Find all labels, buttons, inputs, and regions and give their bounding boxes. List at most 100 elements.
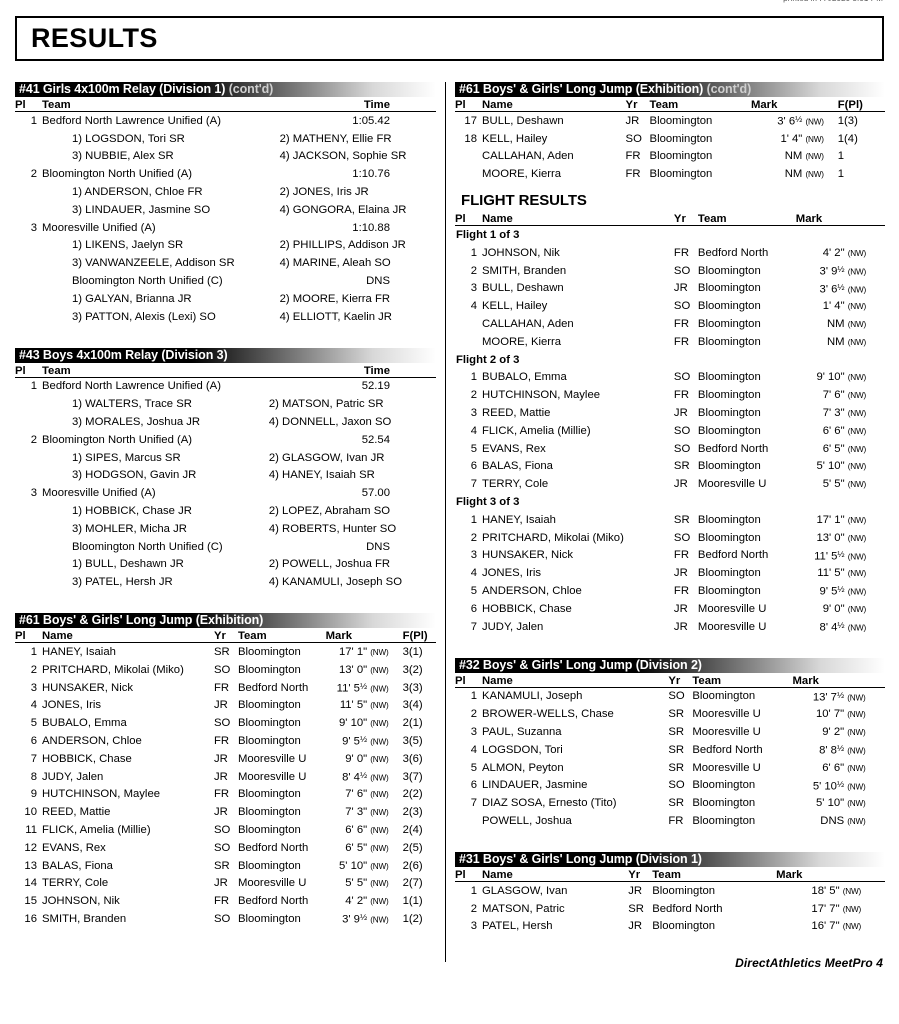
cell-place: 7 [470, 620, 477, 633]
cell-mark: 11' 5" (NW) [817, 567, 867, 580]
cell-mark: NM (NW) [827, 335, 867, 348]
cell-place: 11 [25, 823, 37, 836]
cell-athlete-name: JOHNSON, Nik [42, 895, 120, 908]
cell-wind: (NW) [847, 569, 867, 579]
cell-mark: 9' 5½ (NW) [342, 734, 389, 748]
cell-spacer [15, 395, 42, 413]
cell-place: 3 [30, 487, 37, 500]
event-heading: #41 Girls 4x100m Relay (Division 1) (con… [15, 82, 436, 97]
cell-athlete-name: CALLAHAN, Aden [482, 150, 574, 163]
table-row: 8 JUDY, Jalen JR Mooresville U 8' 4½ (NW) 3(7… [15, 768, 436, 786]
cell-wind: (NW) [847, 426, 867, 436]
cell-team: Bloomington [652, 884, 716, 897]
cell-team: Bloomington North Unified (A) [42, 433, 193, 446]
cell-leg-athlete: 3) NUBBIE, Alex SR [72, 150, 174, 163]
cell-team: Bloomington [697, 531, 761, 544]
cell-athlete-name: BUBALO, Emma [42, 717, 127, 730]
table-row: 1 BUBALO, Emma SO Bloomington 9' 10" (NW) [455, 369, 885, 387]
cell-team: Bloomington [697, 371, 761, 384]
cell-year: SO [673, 424, 691, 437]
cell-year: JR [213, 770, 228, 783]
table-row: 3 REED, Mattie JR Bloomington 7' 3" (NW) [455, 404, 885, 422]
cell-mark: 7' 6" (NW) [822, 389, 867, 402]
cell-year: JR [628, 884, 643, 897]
cell-place: 1 [470, 884, 477, 897]
cell-wind: (NW) [847, 320, 867, 330]
cell-flight-place [866, 687, 885, 705]
flight-results-title: FLIGHT RESULTS [461, 192, 587, 210]
cell-leg-athlete: 2) MATSON, Patric SR [268, 398, 384, 411]
cell-athlete-name: HUTCHINSON, Maylee [482, 389, 601, 402]
cell-leg-athlete: 1) GALYAN, Brianna JR [72, 292, 192, 305]
cell-team: Bloomington [237, 717, 301, 730]
cell-team: Mooresville U [692, 726, 761, 738]
section-gap [15, 591, 436, 613]
cell-year: SO [668, 690, 685, 703]
cell-place: 1 [470, 371, 477, 384]
table-row: 2 Bloomington North Unified (A) 52.54 [15, 431, 436, 449]
cell-mark: 3' 9½ (NW) [342, 912, 389, 926]
cell-flight-place [866, 511, 885, 529]
cell-athlete-name: FLICK, Amelia (Millie) [42, 823, 151, 836]
cell-year: JR [213, 877, 228, 890]
cell-wind: (NW) [847, 302, 867, 312]
cell-year: FR [673, 318, 689, 331]
cell-wind: (NW) [847, 480, 867, 490]
cell-team: Bloomington [697, 424, 761, 437]
cell-mark: 1' 4" (NW) [822, 300, 867, 313]
cell-team: Bloomington [697, 300, 761, 313]
cell-flight-place [866, 422, 885, 440]
cell-leg-athlete: 4) MARINE, Aleah SO [279, 257, 391, 270]
cell-flight-place [861, 881, 885, 899]
section-gap [455, 830, 885, 852]
cell-team: Bloomington [697, 460, 761, 473]
relay-results-table: Pl Team Time 1 Bedford North Lawrence Unifie… [15, 97, 436, 326]
cell-mark: 13' 0" (NW) [816, 531, 867, 544]
cell-leg-athlete: 4) ROBERTS, Hunter SO [268, 522, 397, 535]
col-header-yr: Yr [625, 97, 650, 112]
cell-wind: (NW) [805, 152, 824, 162]
cell-mark: 10' 7" (NW) [815, 708, 866, 721]
col-header-pl: Pl [15, 97, 42, 112]
cell-time: DNS [366, 275, 390, 288]
cell-place: 3 [30, 681, 37, 694]
event-heading: #61 Boys' & Girls' Long Jump (Exhibition… [455, 82, 885, 97]
cell-wind: (NW) [847, 267, 867, 277]
table-row: 2 Bloomington North Unified (A) 1:10.76 [15, 165, 436, 183]
cell-mark: 17' 1" (NW) [816, 513, 867, 526]
relay-leg-row: 3) NUBBIE, Alex SR 4) JACKSON, Sophie SR [15, 148, 436, 166]
table-row: POWELL, Joshua FR Bloomington DNS (NW) [455, 812, 885, 830]
table-row: 4 FLICK, Amelia (Millie) SO Bloomington 6' 6… [455, 422, 885, 440]
table-row: 2 MATSON, Patric SR Bedford North 17' 7" (NW… [455, 900, 885, 918]
cell-leg-athlete: 4) ELLIOTT, Kaelin JR [279, 310, 392, 323]
cell-mark: 9' 0" (NW) [345, 752, 389, 765]
cell-athlete-name: HUNSAKER, Nick [42, 681, 134, 694]
cell-year: FR [673, 549, 689, 562]
cell-flight-place [866, 386, 885, 404]
cell-team: Bloomington [697, 567, 761, 580]
cell-year: SO [668, 779, 685, 792]
col-header-pl: Pl [15, 628, 42, 644]
cell-year: SR [668, 797, 685, 810]
table-row: 3 HUNSAKER, Nick FR Bedford North 11' 5½ (NW… [15, 679, 436, 697]
cell-wind: (NW) [370, 773, 389, 783]
cell-team: Bloomington [692, 779, 756, 792]
cell-year: JR [213, 752, 228, 765]
col-header-yr: Yr [673, 211, 698, 227]
cell-flight-place [866, 244, 885, 262]
cell-year: JR [213, 699, 228, 712]
table-row: 6 ANDERSON, Chloe FR Bloomington 9' 5½ (NW) 3… [15, 732, 436, 750]
cell-year: SO [673, 300, 691, 313]
cell-team: Bloomington [697, 335, 761, 348]
cell-team: Mooresville U [692, 761, 761, 774]
cell-team: Bloomington [697, 318, 761, 331]
cell-flight-place: 3(5) [402, 735, 423, 747]
printed-timestamp: printed in PA/2020 5:01 PM [783, 0, 883, 3]
cell-athlete-name: ANDERSON, Chloe [482, 585, 582, 598]
table-row: 7 HOBBICK, Chase JR Mooresville U 9' 0" (NW)… [15, 750, 436, 768]
cell-wind: (NW) [370, 808, 389, 818]
cell-mark: 3' 6½ (NW) [777, 114, 824, 128]
cell-mark: 5' 10½ (NW) [812, 778, 866, 793]
cell-athlete-name: EVANS, Rex [482, 442, 546, 455]
cell-place: 9 [30, 788, 37, 801]
